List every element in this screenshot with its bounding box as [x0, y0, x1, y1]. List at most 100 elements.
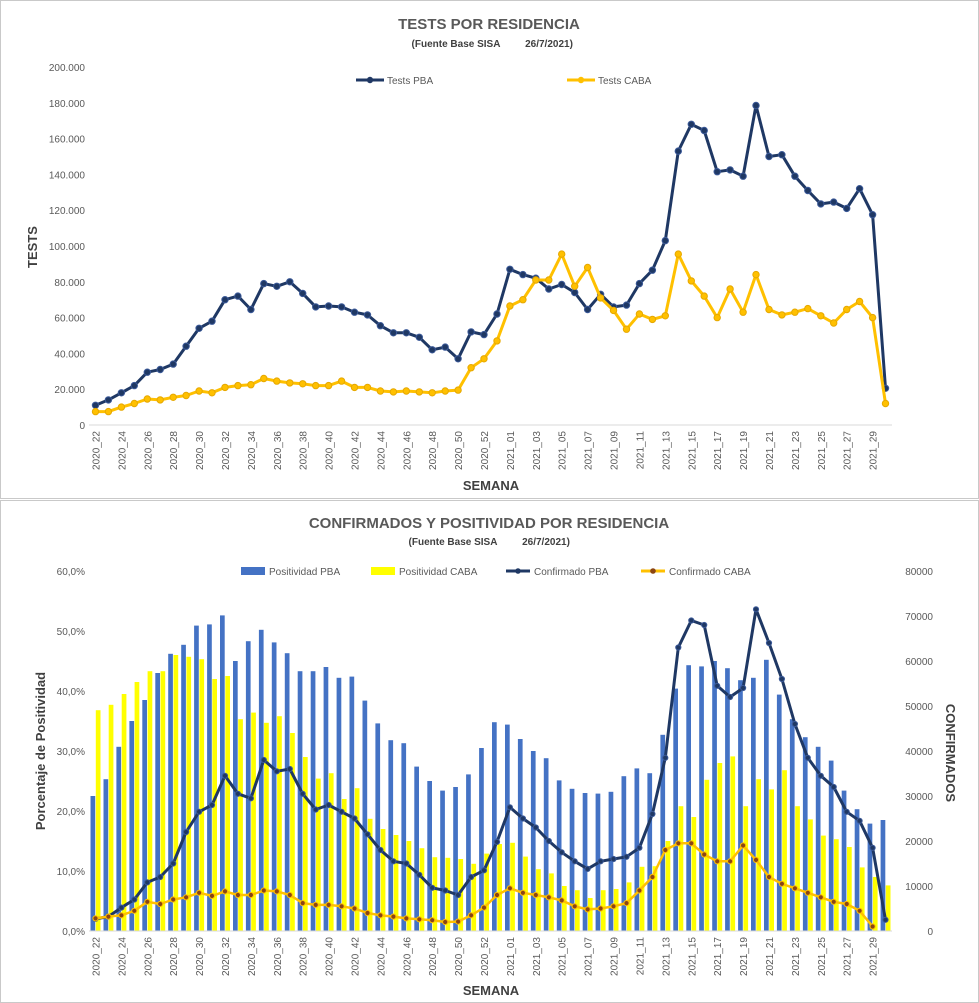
bar	[336, 677, 342, 931]
legend-marker	[650, 568, 656, 574]
data-point	[791, 172, 799, 180]
data-point	[170, 860, 177, 867]
data-point	[312, 806, 319, 813]
bar	[730, 756, 736, 931]
y-tick-label: 30,0%	[57, 747, 85, 758]
data-point	[480, 867, 488, 874]
bar	[199, 659, 205, 931]
data-point	[843, 808, 850, 815]
y-axis-title: TESTS	[25, 226, 40, 268]
data-point	[519, 815, 527, 822]
series-tests-caba	[91, 250, 890, 416]
data-point	[817, 894, 824, 901]
data-point	[843, 900, 850, 908]
x-tick-label: 2020_44	[376, 431, 387, 470]
data-point	[363, 311, 372, 319]
data-point	[636, 887, 643, 894]
data-point	[92, 915, 99, 922]
data-point	[661, 312, 669, 320]
x-tick-label: 2021_17	[713, 431, 724, 470]
data-point	[363, 383, 372, 392]
legend-label: Positividad CABA	[399, 567, 478, 578]
bar	[95, 710, 101, 931]
y-tick-label: 120.000	[49, 206, 86, 217]
data-point	[804, 889, 811, 896]
x-tick-label: 2020_26	[143, 937, 154, 976]
bar	[556, 780, 562, 931]
data-point	[364, 909, 371, 917]
x-tick-label: 2021_01	[506, 937, 517, 976]
bar	[613, 889, 619, 931]
bar	[782, 770, 787, 931]
data-point	[429, 917, 436, 924]
bar	[445, 857, 451, 931]
bar	[789, 719, 795, 931]
bar	[699, 666, 704, 931]
bar	[769, 789, 774, 931]
bar	[297, 671, 303, 931]
data-point	[856, 817, 863, 824]
data-point	[545, 837, 552, 845]
y-tick-label: 50,0%	[57, 627, 85, 638]
x-tick-label: 2020_50	[454, 431, 465, 470]
x-tick-label: 2021_01	[506, 431, 517, 470]
data-point	[131, 896, 138, 903]
data-point	[390, 858, 397, 865]
x-tick-label: 2021_15	[687, 937, 698, 976]
data-point	[442, 887, 449, 894]
data-point	[791, 885, 799, 892]
bar	[323, 667, 329, 931]
data-point	[609, 306, 618, 315]
data-point	[156, 396, 164, 404]
data-point	[351, 815, 358, 822]
bar	[660, 734, 666, 931]
bar	[867, 823, 873, 931]
data-point	[260, 887, 267, 894]
bar	[847, 847, 852, 931]
data-point	[493, 838, 501, 845]
data-point	[182, 342, 190, 350]
y-tick-label: 0,0%	[62, 927, 85, 938]
data-point	[196, 808, 203, 815]
bar	[466, 774, 471, 931]
tests-chart-panel: TESTS POR RESIDENCIA (Fuente Base SISA 2…	[0, 0, 979, 499]
data-point	[403, 915, 410, 922]
chart-date: 26/7/2021)	[522, 537, 570, 548]
data-point	[208, 389, 216, 397]
data-point	[649, 810, 656, 818]
bar	[471, 863, 477, 931]
x-tick-label: 2021_23	[791, 431, 802, 470]
bar	[621, 776, 627, 931]
data-point	[817, 200, 825, 208]
chart-title: TESTS POR RESIDENCIA	[398, 16, 580, 33]
bar	[575, 890, 580, 931]
data-point	[597, 858, 604, 865]
y2-tick-label: 0	[927, 927, 933, 938]
x-tick-label: 2020_40	[325, 431, 336, 470]
data-point	[622, 325, 631, 333]
data-point	[455, 918, 462, 925]
legend-marker	[515, 568, 521, 574]
data-point	[325, 901, 332, 908]
y-axis-ticks: 0 20.000 40.000 60.000 80.000 100.000 120.000 1…	[49, 63, 86, 432]
bar	[90, 796, 96, 931]
data-point	[376, 387, 385, 395]
legend-marker	[577, 76, 585, 84]
data-point	[855, 185, 864, 193]
y-tick-label: 160.000	[49, 135, 86, 146]
bar	[776, 694, 782, 931]
data-point	[299, 790, 306, 797]
series-line	[94, 104, 887, 407]
bar	[271, 642, 277, 931]
bar	[116, 746, 122, 931]
x-tick-label: 2021_25	[817, 937, 828, 976]
data-point	[804, 304, 812, 313]
data-point	[778, 311, 786, 319]
x-tick-label: 2021_29	[869, 937, 880, 976]
data-point	[506, 885, 513, 892]
bar	[316, 778, 321, 931]
x-tick-label: 2021_09	[610, 431, 621, 470]
data-point	[519, 889, 527, 896]
data-point	[571, 288, 579, 297]
bar	[665, 841, 671, 931]
